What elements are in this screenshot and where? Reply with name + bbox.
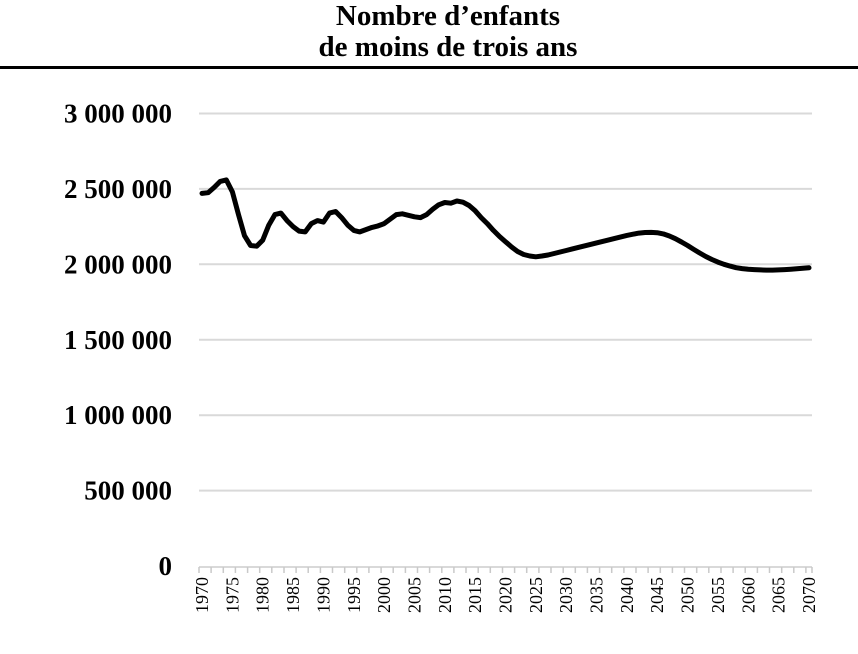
x-axis-tick-label: 1980 xyxy=(253,577,273,613)
chart-title-line2: de moins de trois ans xyxy=(318,31,578,63)
x-axis-tick-label: 2015 xyxy=(465,577,485,613)
x-axis-tick-label: 2005 xyxy=(405,577,425,613)
y-axis-tick-label: 2 500 000 xyxy=(64,174,172,204)
chart-title: Nombre d’enfants de moins de trois ans xyxy=(319,1,578,63)
x-axis-tick-label: 2060 xyxy=(738,577,758,613)
y-axis-tick-label: 2 000 000 xyxy=(64,249,172,279)
title-divider-rule xyxy=(0,66,858,69)
x-axis-tick-label: 2050 xyxy=(678,577,698,613)
x-axis-tick-label: 2045 xyxy=(647,577,667,613)
x-axis-tick-label: 2035 xyxy=(587,577,607,613)
x-axis-tick-label: 2000 xyxy=(374,577,394,613)
x-axis-tick-label: 1985 xyxy=(283,577,303,613)
x-axis-tick-label: 1995 xyxy=(344,577,364,613)
y-axis-tick-label: 500 000 xyxy=(84,476,172,506)
data-series-line xyxy=(199,177,812,273)
x-axis-tick-label: 2025 xyxy=(526,577,546,613)
y-axis-tick-label: 0 xyxy=(159,551,173,581)
x-axis-tick-label: 1990 xyxy=(313,577,333,613)
x-axis-tick-label: 1970 xyxy=(192,577,212,613)
x-axis-tick-label: 1975 xyxy=(222,577,242,613)
x-axis-tick-label: 2040 xyxy=(617,577,637,613)
x-axis-tick-label: 2010 xyxy=(435,577,455,613)
x-axis-tick-label: 2020 xyxy=(496,577,516,613)
x-axis-tick-label: 2030 xyxy=(556,577,576,613)
x-axis-tick-label: 2065 xyxy=(769,577,789,613)
y-axis-tick-label: 1 000 000 xyxy=(64,400,172,430)
y-axis-tick-label: 3 000 000 xyxy=(64,99,172,129)
chart-title-line1: Nombre d’enfants xyxy=(335,0,561,32)
x-axis-tick-label: 2070 xyxy=(799,577,819,613)
y-axis-tick-label: 1 500 000 xyxy=(64,325,172,355)
x-axis-tick-label: 2055 xyxy=(708,577,728,613)
